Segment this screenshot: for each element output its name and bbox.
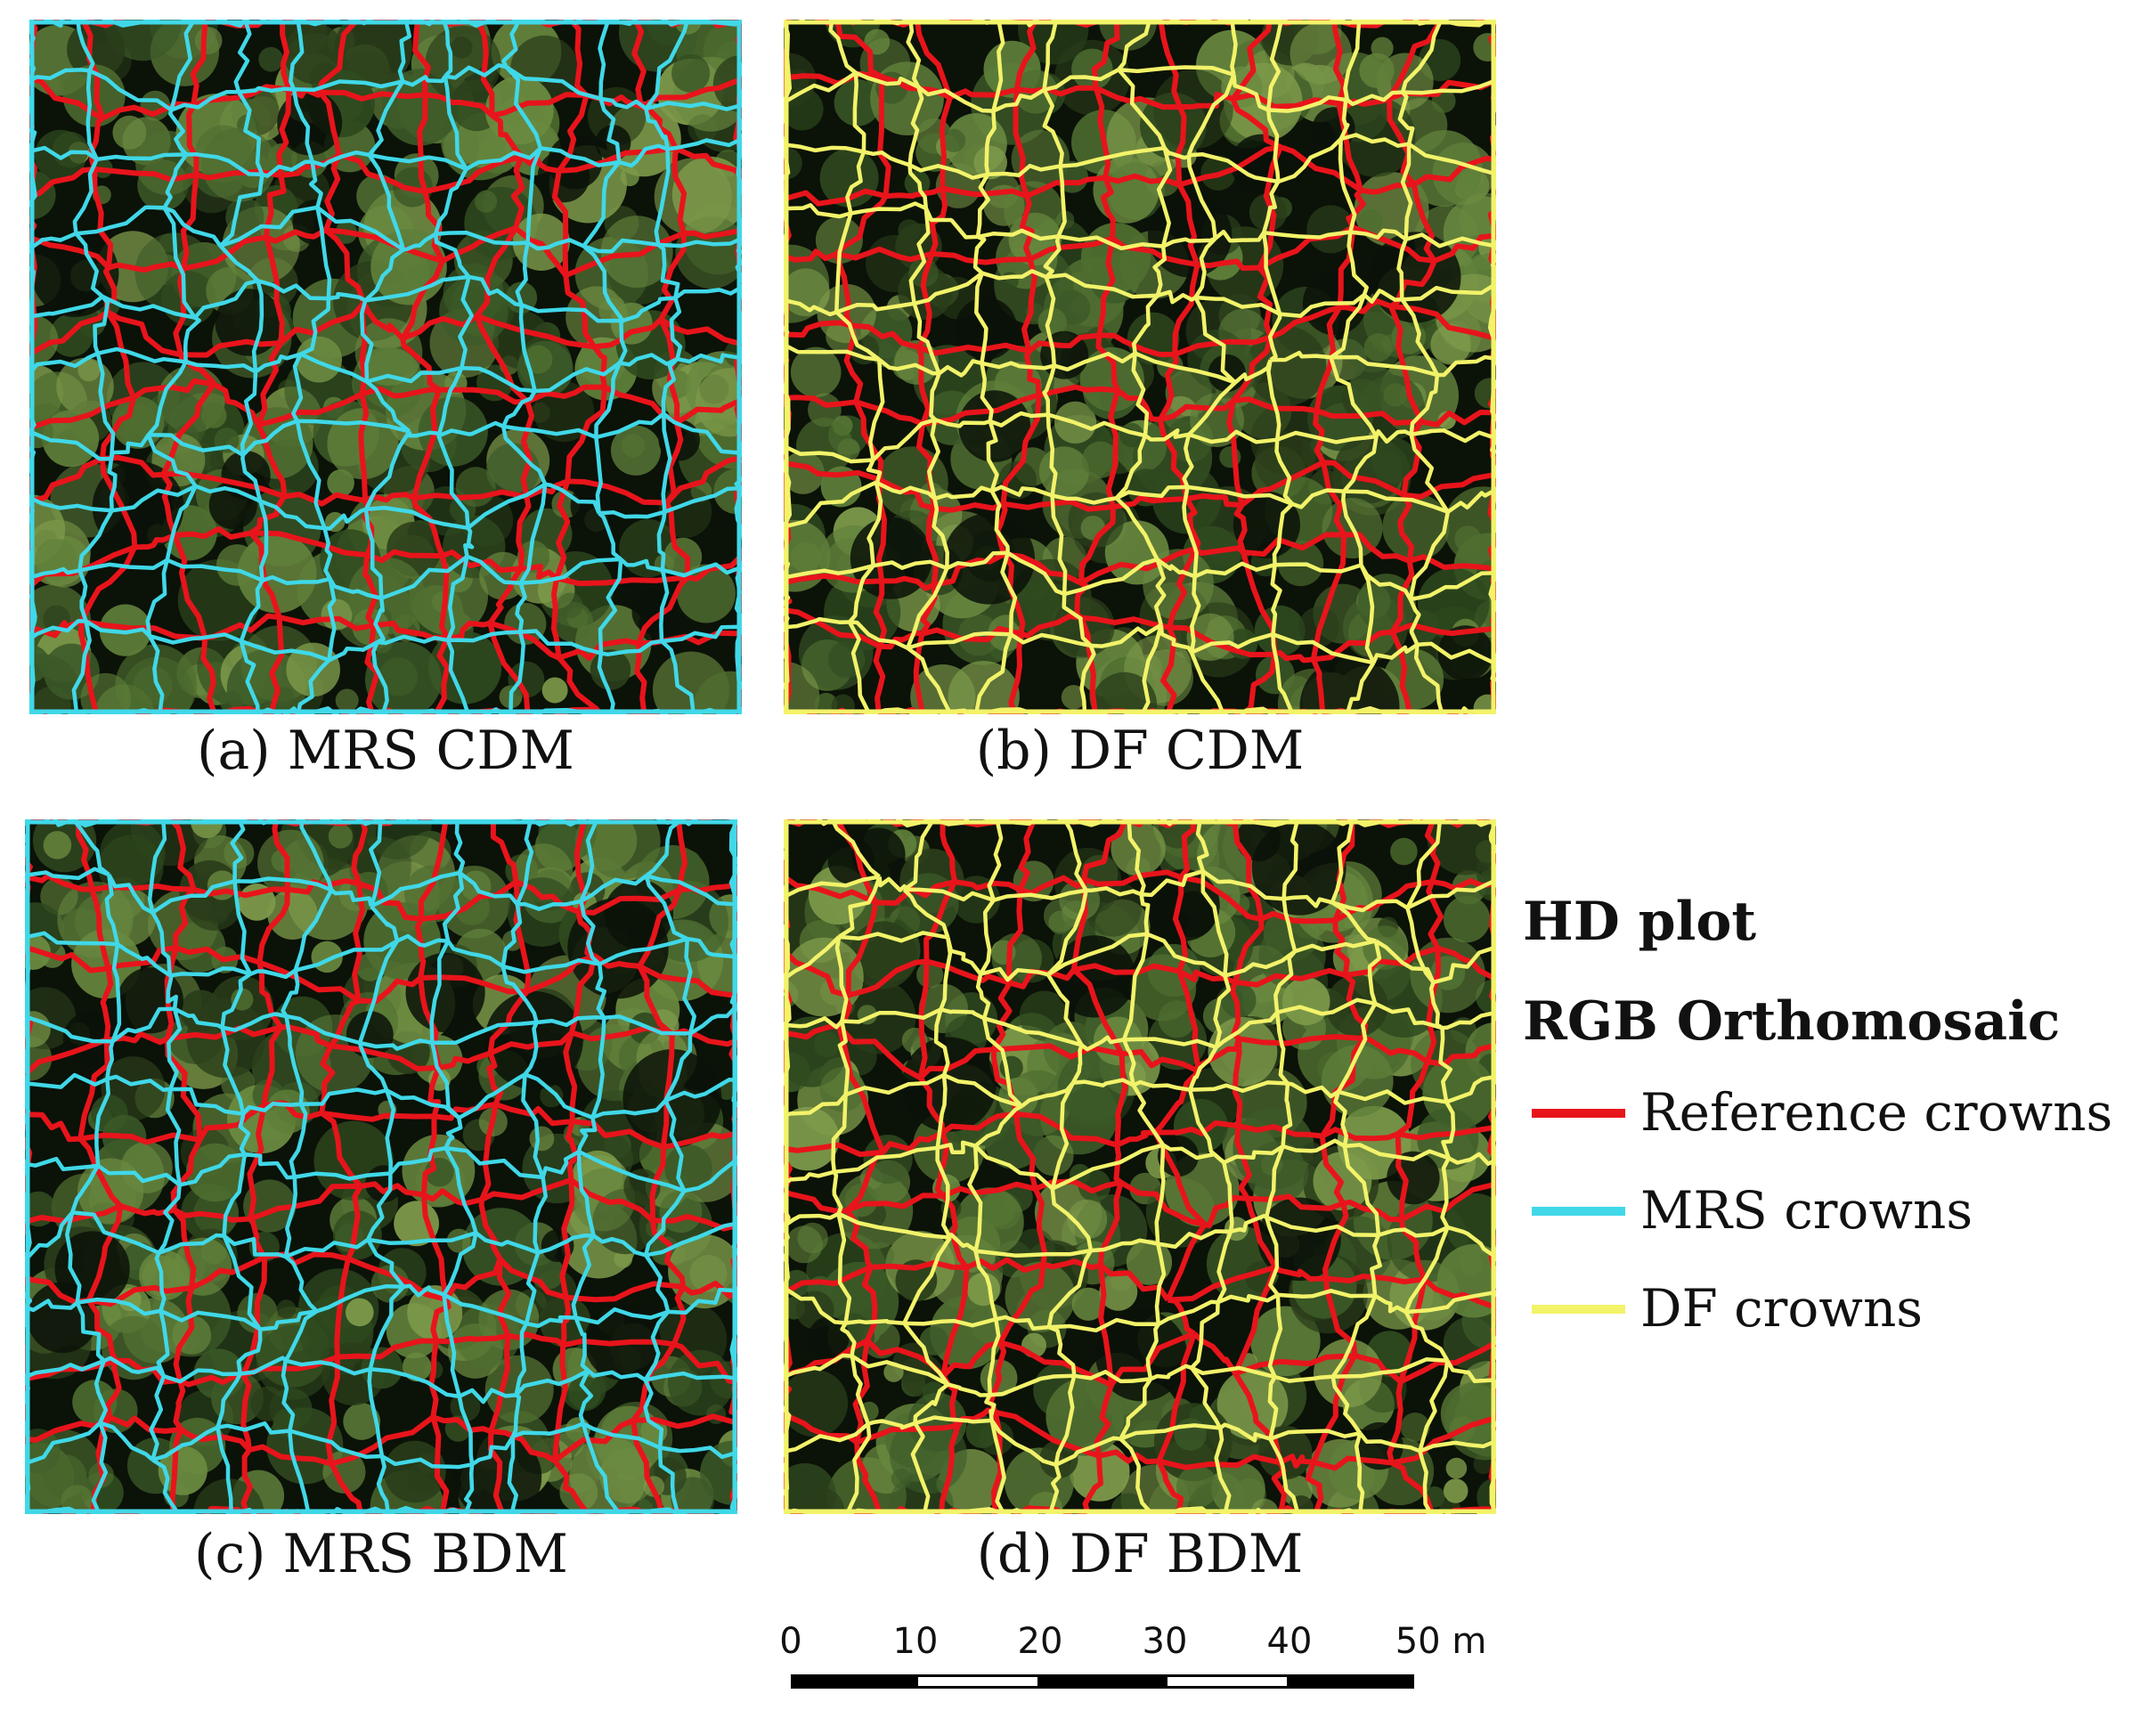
legend-item-df: DF crowns [1532, 1278, 2137, 1340]
legend-label-mrs: MRS crowns [1640, 1180, 1973, 1241]
panel-d-df-bdm [784, 819, 1496, 1514]
scale-tick-40: 40 [1266, 1621, 1313, 1662]
legend-item-mrs: MRS crowns [1532, 1180, 2137, 1242]
panel-a-mrs-cdm [29, 20, 742, 714]
legend-label-df: DF crowns [1640, 1278, 1924, 1339]
panel-c-mrs-bdm [25, 819, 737, 1514]
caption-a: (a) MRS CDM [197, 720, 574, 782]
orthomosaic-map-a [29, 20, 742, 714]
reference-swatch [1532, 1109, 1625, 1118]
scale-segment-1 [791, 1674, 915, 1689]
scale-segment-4 [1165, 1674, 1290, 1689]
legend-title-plot: HD plot [1523, 891, 1757, 953]
orthomosaic-map-b [784, 20, 1496, 714]
scale-tick-20: 20 [1017, 1621, 1063, 1662]
scale-segment-2 [915, 1674, 1040, 1689]
legend: HD plot RGB Orthomosaic Reference crowns… [1523, 891, 2146, 1389]
scale-bar: 0 10 20 30 40 50 m [779, 1621, 1486, 1710]
scale-segment-5 [1290, 1674, 1414, 1689]
mrs-swatch [1532, 1207, 1625, 1216]
df-swatch [1532, 1305, 1625, 1314]
orthomosaic-map-d [784, 819, 1496, 1514]
orthomosaic-map-c [25, 819, 737, 1514]
scale-tick-30: 30 [1142, 1621, 1188, 1662]
legend-item-reference: Reference crowns [1532, 1082, 2137, 1144]
scale-tick-10: 10 [892, 1621, 939, 1662]
panel-b-df-cdm [784, 20, 1496, 714]
legend-label-reference: Reference crowns [1640, 1082, 2113, 1143]
caption-b: (b) DF CDM [975, 720, 1305, 782]
scale-tick-50: 50 m [1395, 1621, 1487, 1662]
scale-tick-0: 0 [779, 1621, 802, 1662]
scale-segment-3 [1040, 1674, 1165, 1689]
caption-d: (d) DF BDM [976, 1523, 1304, 1585]
legend-title-orthomosaic: RGB Orthomosaic [1523, 990, 2061, 1053]
caption-c: (c) MRS BDM [194, 1523, 568, 1585]
